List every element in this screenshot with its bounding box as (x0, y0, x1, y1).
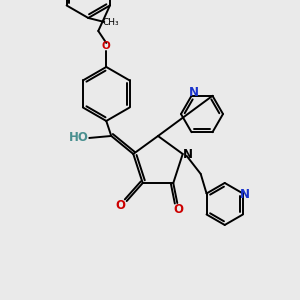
Text: O: O (116, 199, 126, 212)
Text: N: N (183, 148, 193, 161)
Text: O: O (173, 202, 183, 215)
Text: N: N (240, 188, 250, 201)
Text: O: O (102, 41, 111, 51)
Text: CH₃: CH₃ (103, 19, 120, 28)
Text: HO: HO (69, 131, 89, 145)
Text: N: N (188, 86, 199, 99)
